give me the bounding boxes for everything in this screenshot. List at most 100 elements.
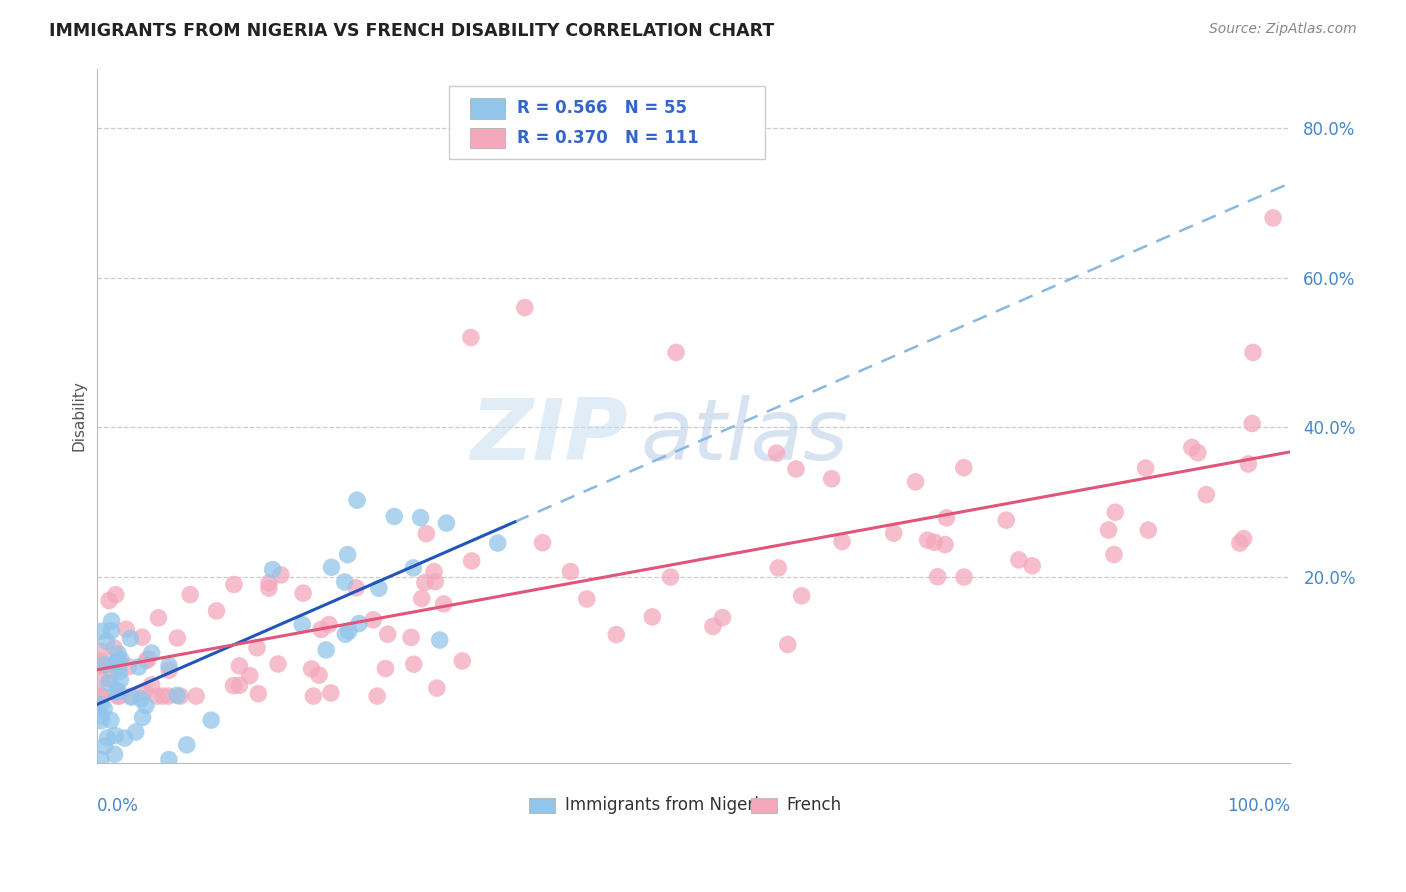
- Text: R = 0.370   N = 111: R = 0.370 N = 111: [517, 129, 699, 147]
- Point: [425, 574, 447, 589]
- Point: [337, 624, 360, 638]
- Point: [426, 681, 449, 695]
- Point: [205, 604, 228, 618]
- Point: [107, 683, 129, 698]
- Point: [131, 630, 153, 644]
- Point: [157, 658, 180, 673]
- Point: [146, 689, 169, 703]
- Point: [131, 710, 153, 724]
- Point: [90, 624, 112, 639]
- Point: [135, 654, 157, 668]
- Point: [436, 516, 458, 530]
- Point: [513, 301, 536, 315]
- Point: [1181, 441, 1204, 455]
- Point: [166, 689, 188, 703]
- Point: [413, 575, 436, 590]
- Point: [1187, 446, 1209, 460]
- Point: [309, 623, 332, 637]
- Point: [90, 689, 112, 703]
- Point: [433, 597, 456, 611]
- Point: [451, 654, 474, 668]
- Y-axis label: Disability: Disability: [72, 381, 86, 451]
- Point: [246, 640, 269, 655]
- Point: [785, 462, 807, 476]
- Point: [917, 533, 939, 548]
- Point: [228, 678, 250, 692]
- Text: IMMIGRANTS FROM NIGERIA VS FRENCH DISABILITY CORRELATION CHART: IMMIGRANTS FROM NIGERIA VS FRENCH DISABI…: [49, 22, 775, 40]
- Point: [228, 659, 250, 673]
- Point: [141, 678, 163, 692]
- Point: [90, 698, 112, 712]
- Text: 0.0%: 0.0%: [97, 797, 139, 815]
- Point: [108, 665, 131, 679]
- Point: [318, 617, 340, 632]
- Point: [135, 698, 157, 713]
- Point: [96, 634, 118, 648]
- Point: [429, 633, 451, 648]
- Point: [291, 617, 314, 632]
- Point: [114, 731, 136, 745]
- Point: [382, 509, 405, 524]
- Point: [100, 614, 122, 628]
- Text: Immigrants from Nigeria: Immigrants from Nigeria: [565, 796, 769, 814]
- Point: [1233, 532, 1256, 546]
- Point: [222, 577, 245, 591]
- Point: [100, 714, 122, 728]
- Point: [105, 656, 128, 670]
- Point: [336, 548, 359, 562]
- Point: [222, 679, 245, 693]
- Point: [953, 460, 976, 475]
- Point: [107, 689, 129, 703]
- Point: [399, 631, 422, 645]
- Point: [1241, 345, 1264, 359]
- Point: [169, 689, 191, 703]
- Point: [1241, 417, 1264, 431]
- Point: [157, 663, 180, 677]
- Point: [335, 627, 357, 641]
- Point: [247, 687, 270, 701]
- Point: [1097, 523, 1119, 537]
- Point: [321, 560, 343, 574]
- Point: [184, 689, 207, 703]
- Point: [460, 554, 482, 568]
- Point: [105, 685, 128, 699]
- Point: [575, 591, 598, 606]
- Point: [641, 610, 664, 624]
- Point: [301, 662, 323, 676]
- Point: [1195, 488, 1218, 502]
- Point: [148, 611, 170, 625]
- Point: [409, 510, 432, 524]
- Point: [308, 668, 330, 682]
- Point: [659, 570, 682, 584]
- Point: [377, 627, 399, 641]
- Point: [402, 561, 425, 575]
- Point: [200, 713, 222, 727]
- Point: [319, 686, 342, 700]
- Point: [790, 589, 813, 603]
- Point: [90, 644, 112, 658]
- Point: [904, 475, 927, 489]
- Point: [1237, 457, 1260, 471]
- Point: [1021, 558, 1043, 573]
- Text: ZIP: ZIP: [471, 395, 628, 478]
- Text: Source: ZipAtlas.com: Source: ZipAtlas.com: [1209, 22, 1357, 37]
- Point: [239, 668, 262, 682]
- Point: [179, 588, 201, 602]
- Point: [100, 624, 122, 638]
- Point: [96, 731, 118, 745]
- Point: [344, 581, 367, 595]
- Bar: [529, 798, 555, 814]
- Point: [120, 689, 142, 703]
- Bar: [470, 98, 505, 119]
- Point: [935, 511, 957, 525]
- Point: [333, 574, 356, 589]
- Point: [831, 534, 853, 549]
- Point: [1135, 461, 1157, 475]
- Point: [103, 747, 125, 762]
- Point: [367, 581, 389, 595]
- Point: [90, 654, 112, 668]
- Point: [302, 689, 325, 703]
- Point: [934, 538, 956, 552]
- Text: French: French: [787, 796, 842, 814]
- Point: [166, 631, 188, 645]
